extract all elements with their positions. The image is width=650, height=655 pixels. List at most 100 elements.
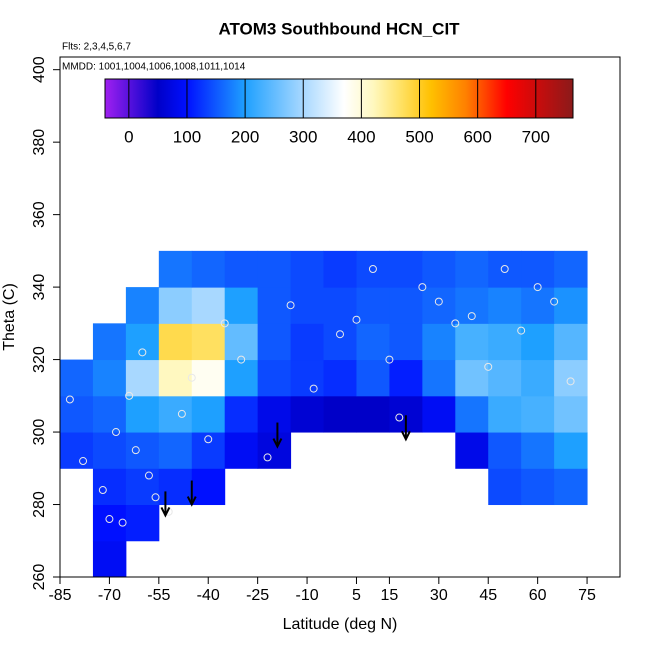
observation-point	[79, 457, 88, 466]
arrow	[272, 422, 283, 449]
x-tick-label: 30	[430, 587, 448, 604]
heat-cell	[92, 323, 127, 361]
observation-point	[395, 413, 404, 422]
heat-cell	[224, 359, 259, 397]
observation-point	[125, 391, 134, 400]
heat-cell	[224, 432, 259, 469]
y-tick-label: 300	[31, 419, 48, 446]
heat-cell	[323, 395, 357, 433]
x-tick-label: 5	[352, 587, 361, 604]
heat-cell	[554, 468, 588, 506]
x-tick-label: -85	[48, 587, 71, 604]
colorbar-tick-label: 300	[289, 127, 317, 146]
heat-cell	[356, 287, 390, 324]
y-tick-label: 400	[31, 56, 48, 83]
heat-cell	[290, 395, 325, 433]
heat-cell	[554, 395, 588, 433]
heat-cell	[92, 540, 127, 578]
observation-point	[220, 319, 229, 328]
heat-cell	[521, 395, 555, 433]
x-tick-label: -55	[147, 587, 170, 604]
observation-point	[309, 384, 318, 393]
observation-point	[144, 471, 153, 480]
colorbar-tick-label: 500	[405, 127, 433, 146]
heat-cell	[323, 323, 357, 361]
observation-point	[204, 435, 213, 444]
heat-cell	[92, 359, 127, 397]
heat-cell	[422, 250, 456, 288]
subtitle: Flts: 2,3,4,5,6,7	[62, 42, 131, 53]
plot-frame	[59, 56, 621, 578]
heat-cell	[257, 432, 292, 469]
heat-cell	[554, 323, 588, 361]
colorbar-tick-label: 200	[231, 127, 259, 146]
observation-point	[484, 362, 493, 371]
x-tick-label: -70	[98, 587, 121, 604]
x-tick-label: 45	[479, 587, 497, 604]
heat-cell	[60, 432, 94, 469]
observation-point	[500, 264, 509, 273]
heat-cell	[422, 359, 456, 397]
y-tick-label: 260	[31, 564, 48, 591]
arrow-head	[160, 506, 171, 518]
heat-cell	[521, 287, 555, 324]
heat-cell	[290, 359, 325, 397]
y-tick-label: 360	[31, 201, 48, 228]
observation-point	[550, 297, 559, 306]
arrow-head	[400, 430, 411, 442]
heat-cell	[224, 395, 259, 433]
heat-cell	[257, 323, 292, 361]
observation-point	[131, 446, 140, 455]
heat-cell	[455, 359, 489, 397]
heat-cell	[125, 504, 160, 542]
heat-cell	[257, 250, 292, 288]
y-tick-label: 320	[31, 346, 48, 373]
observation-point	[286, 301, 295, 310]
y-tick-label: 280	[31, 491, 48, 518]
observation-point	[98, 486, 107, 495]
y-tick-label: 340	[31, 274, 48, 301]
heat-cell	[158, 468, 193, 506]
heat-cell	[356, 359, 390, 397]
heat-cell	[125, 359, 160, 397]
y-tick-label: 380	[31, 129, 48, 156]
observation-point	[138, 348, 147, 357]
heat-cell	[323, 287, 357, 324]
x-tick-label: -25	[246, 587, 269, 604]
heat-cell	[521, 323, 555, 361]
heat-cell	[224, 323, 259, 361]
heat-cell	[422, 395, 456, 433]
heat-cell	[257, 359, 292, 397]
observation-point	[517, 326, 526, 335]
x-tick-label: -40	[197, 587, 220, 604]
heat-cell	[158, 250, 193, 288]
heat-cell	[455, 323, 489, 361]
heat-cell	[191, 432, 226, 469]
heat-cell	[488, 287, 522, 324]
observation-point	[105, 515, 114, 524]
heat-cell	[290, 250, 325, 288]
heat-cell	[521, 468, 555, 506]
colorbar-tick-label: 0	[124, 127, 133, 146]
chart-title: ATOM3 Southbound HCN_CIT	[218, 19, 460, 38]
heat-cell	[125, 395, 160, 433]
heat-cell	[521, 359, 555, 397]
heat-cell	[356, 250, 390, 288]
x-tick-label: 60	[529, 587, 547, 604]
heat-cell	[191, 323, 226, 361]
heat-cell	[356, 323, 390, 361]
x-tick-label: 75	[578, 587, 596, 604]
annotation: MMDD: 1001,1004,1006,1008,1011,1014	[62, 62, 246, 73]
observation-point	[263, 453, 272, 462]
heat-cell	[92, 432, 127, 469]
observation-point	[467, 312, 476, 321]
heat-cell	[290, 287, 325, 324]
colorbar-tick-label: 700	[522, 127, 550, 146]
arrow-head	[272, 438, 283, 449]
observation-point	[418, 283, 427, 292]
heat-cell	[191, 250, 226, 288]
heat-cell	[60, 359, 94, 397]
colorbar-tick-label: 600	[463, 127, 491, 146]
heat-cell	[125, 287, 160, 324]
